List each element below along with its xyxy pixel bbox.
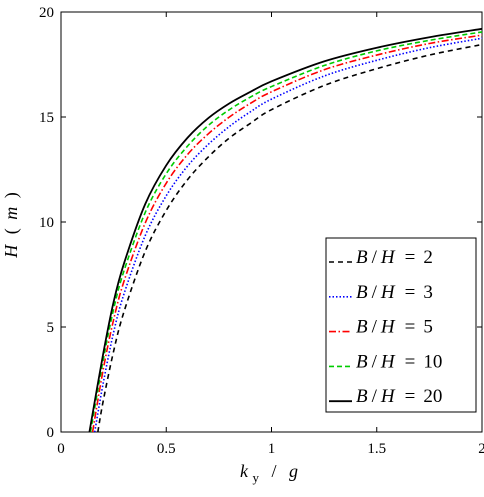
y-tick-label: 0 [47,425,55,441]
legend-label-h: H [380,282,396,303]
series-line-1 [93,37,483,433]
legend-label-b: B [356,351,368,372]
y-axis-label-open: ( [1,228,22,234]
series-line-0 [97,43,483,433]
y-tick-label: 10 [39,215,54,231]
legend-label-value: 20 [423,386,442,407]
legend-label-h: H [380,386,396,407]
legend-label-b: B [356,247,368,268]
legend-label-0: B / H = 2 [356,247,433,268]
y-axis-label-unit: m [1,207,21,220]
legend-label-h: H [380,351,396,372]
legend: B / H = 2B / H = 3B / H = 5B / H = 10B / H = 20 [325,237,477,413]
legend-label-eq: = [405,386,416,407]
legend-box [325,237,477,413]
x-axis-label-subscript: y [252,470,259,485]
legend-label-eq: = [405,282,416,303]
x-axis-label: k y / g [240,461,298,486]
x-axis-label-k: k [240,461,249,481]
y-tick-label: 5 [47,320,55,336]
x-axis-label-g: g [289,461,298,481]
legend-label-slash: / [372,282,378,303]
legend-label-eq: = [405,247,416,268]
y-tick-label: 15 [39,110,54,126]
legend-label-value: 10 [423,351,442,372]
x-tick-label: 1.5 [367,441,386,457]
svg-text:k y / g: k y / g [240,461,298,486]
legend-label-slash: / [372,317,378,338]
y-tick-label: 20 [39,5,54,21]
series-line-4 [88,27,483,433]
y-axis-label-close: ) [1,192,22,198]
y-axis-label-symbol: H [1,244,21,259]
legend-label-3: B / H = 10 [356,351,442,372]
legend-label-value: 2 [423,247,433,268]
legend-label-slash: / [372,247,378,268]
legend-label-2: B / H = 5 [356,317,433,338]
legend-label-value: 5 [423,317,433,338]
legend-label-b: B [356,317,368,338]
legend-label-b: B [356,282,368,303]
legend-label-1: B / H = 3 [356,282,433,303]
x-tick-label: 1 [268,441,276,457]
legend-label-slash: / [372,351,378,372]
legend-label-4: B / H = 20 [356,386,442,407]
legend-label-h: H [380,247,396,268]
legend-label-value: 3 [423,282,433,303]
legend-label-eq: = [405,317,416,338]
legend-label-slash: / [372,386,378,407]
x-tick-label: 0.5 [157,441,176,457]
legend-label-b: B [356,386,368,407]
legend-label-eq: = [405,351,416,372]
svg-text:H ( m ): H ( m ) [1,192,22,259]
legend-label-h: H [380,317,396,338]
y-axis-label: H ( m ) [1,192,22,259]
series-line-2 [91,34,483,433]
x-axis-label-slash: / [271,461,276,481]
x-tick-label: 2 [478,441,484,457]
x-tick-label: 0 [57,441,65,457]
series-line-3 [89,31,483,433]
